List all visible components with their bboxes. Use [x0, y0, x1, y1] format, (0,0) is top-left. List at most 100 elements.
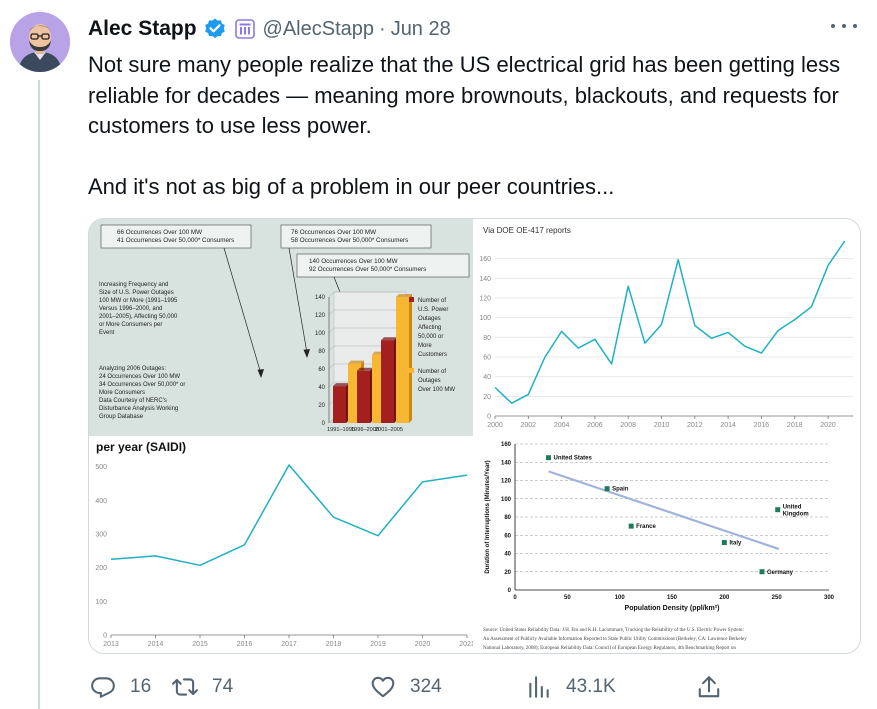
point-label: Spain: [612, 487, 629, 493]
bar-top: [357, 367, 373, 371]
views-button[interactable]: 43.1K: [526, 668, 616, 706]
header-separator: ·: [379, 17, 386, 40]
x-tick-label: 2016: [754, 422, 770, 429]
x-tick-label: 2013: [103, 641, 119, 648]
gridline: [328, 309, 406, 316]
views-count: 43.1K: [566, 676, 616, 697]
x-tick-label: 300: [824, 595, 835, 601]
series-line: [494, 240, 846, 404]
author-handle[interactable]: @AlecStapp: [262, 17, 375, 40]
y-tick-label: 400: [95, 498, 107, 505]
bar: [396, 297, 409, 423]
y-tick-label: 20: [318, 403, 325, 409]
saidi-line-chart: per year (SAIDI) 0 100 200 300 400 500 2013 201…: [95, 440, 473, 648]
y-tick-label: 80: [318, 349, 325, 355]
share-button[interactable]: [696, 668, 722, 706]
like-button[interactable]: 324: [370, 668, 442, 706]
chart-title: per year (SAIDI): [96, 440, 186, 454]
y-tick-label: 120: [315, 313, 326, 319]
legend-label: Over 100 MW: [418, 387, 455, 393]
x-tick-label: 2000: [487, 422, 503, 429]
x-tick-label: 0: [513, 595, 517, 601]
affiliation-badge-icon[interactable]: [234, 19, 255, 39]
x-tick-label: 2015: [192, 641, 208, 648]
x-tick-label: 2010: [654, 422, 670, 429]
x-tick-label: 100: [615, 595, 626, 601]
bar-top: [333, 383, 349, 387]
outage-bar-chart: 66 Occurrences Over 100 MW 41 Occurrence…: [99, 224, 470, 433]
analysis-note: Data Courtesy of NERC's: [99, 398, 167, 404]
chart-caption: Via DOE OE-417 reports: [483, 226, 571, 235]
chart-description: Size of U.S. Power Outages: [99, 290, 174, 296]
y-tick-label: 140: [479, 276, 491, 283]
author-name[interactable]: Alec Stapp: [88, 17, 197, 40]
reply-button[interactable]: 16: [90, 668, 151, 706]
x-tick-label: 50: [564, 595, 571, 601]
y-tick-label: 0: [322, 421, 326, 427]
retweet-count: 74: [212, 676, 234, 697]
like-count: 324: [410, 676, 442, 697]
media-image-doe-line-chart[interactable]: Via DOE OE-417 reports 0 20 40 60 80 100 120 14…: [475, 219, 860, 436]
legend-label: Outages: [418, 378, 441, 384]
y-tick-label: 100: [501, 497, 512, 503]
media-grid[interactable]: 66 Occurrences Over 100 MW 41 Occurrence…: [88, 218, 861, 654]
media-image-saidi-line-chart[interactable]: per year (SAIDI) 0 100 200 300 400 500 2013 201…: [89, 438, 473, 653]
y-tick-label: 40: [318, 385, 325, 391]
gridline: [328, 327, 406, 334]
verified-badge-icon[interactable]: [203, 17, 227, 41]
bar: [381, 340, 394, 423]
doe-line-chart: Via DOE OE-417 reports 0 20 40 60 80 100 120 14…: [479, 226, 853, 429]
scatter-point: [721, 540, 727, 546]
x-axis-label: Population Density (ppl/km²): [625, 605, 720, 612]
density-scatter-chart: 0 20 40 60 80 100 120 140 160 0 50 100 150 200 250 300 P…: [483, 442, 835, 651]
reply-count: 16: [130, 676, 152, 697]
legend-label: Affecting: [418, 325, 441, 331]
more-dots-icon[interactable]: [831, 16, 857, 36]
bar-side: [409, 294, 412, 423]
y-tick-label: 80: [483, 335, 491, 342]
x-tick-label: 2004: [554, 422, 570, 429]
y-tick-label: 80: [504, 515, 511, 521]
tweet-paragraph: And it's not as big of a problem in our …: [88, 173, 615, 199]
callout-box: [280, 224, 432, 249]
chart-description: 100 MW or More (1991–1995: [99, 298, 178, 304]
y-tick-label: 160: [479, 256, 491, 263]
media-image-outage-bar-chart[interactable]: 66 Occurrences Over 100 MW 41 Occurrence…: [89, 219, 473, 436]
y-tick-label: 160: [501, 442, 512, 448]
heart-icon: [371, 676, 395, 698]
y-tick-label: 140: [315, 295, 326, 301]
tweet-text: Not sure many people realize that the US…: [88, 50, 858, 202]
avatar-illustration: [10, 12, 70, 72]
x-tick-label: 2012: [687, 422, 703, 429]
tweet-date[interactable]: Jun 28: [390, 17, 451, 40]
point-label: Italy: [729, 541, 742, 547]
analysis-note: Group Database: [99, 414, 144, 420]
x-tick-label: 150: [667, 595, 678, 601]
callout-line: 140 Occurrences Over 100 MW: [309, 258, 398, 265]
bar-top: [381, 337, 397, 341]
y-tick-label: 40: [483, 374, 491, 381]
thread-connector-line: [38, 80, 40, 709]
callout-line: 66 Occurrences Over 100 MW: [117, 229, 202, 236]
source-note: National Laboratory, 2008); European Rel…: [483, 646, 736, 651]
analysis-note: 34 Occurrences Over 50,000* or: [99, 382, 185, 388]
legend-swatch-yellow: [409, 368, 414, 373]
scatter-point: [545, 455, 551, 461]
chart-description: Event: [99, 330, 115, 336]
legend-label: Customers: [418, 352, 447, 358]
y-tick-label: 100: [95, 599, 107, 606]
x-tick-label: 2017: [281, 641, 297, 648]
callout-line: 58 Occurrences Over 50,000* Consumers: [291, 237, 408, 244]
y-tick-label: 500: [95, 464, 107, 471]
legend-label: Outages: [418, 316, 441, 322]
avatar[interactable]: [10, 12, 70, 72]
y-tick-label: 20: [504, 570, 511, 576]
scatter-point: [604, 486, 610, 492]
tweet-actions: 16 74 324 43.1K: [88, 668, 868, 706]
retweet-button[interactable]: 74: [172, 668, 233, 706]
callout-line: 41 Occurrences Over 50,000* Consumers: [117, 237, 234, 244]
x-tick-label: 2008: [620, 422, 636, 429]
media-image-density-scatter-chart[interactable]: 0 20 40 60 80 100 120 140 160 0 50 100 150 200 250 300 P…: [475, 438, 860, 653]
callout-box: [296, 253, 470, 278]
x-tick-label: 1991–1995: [327, 427, 355, 433]
